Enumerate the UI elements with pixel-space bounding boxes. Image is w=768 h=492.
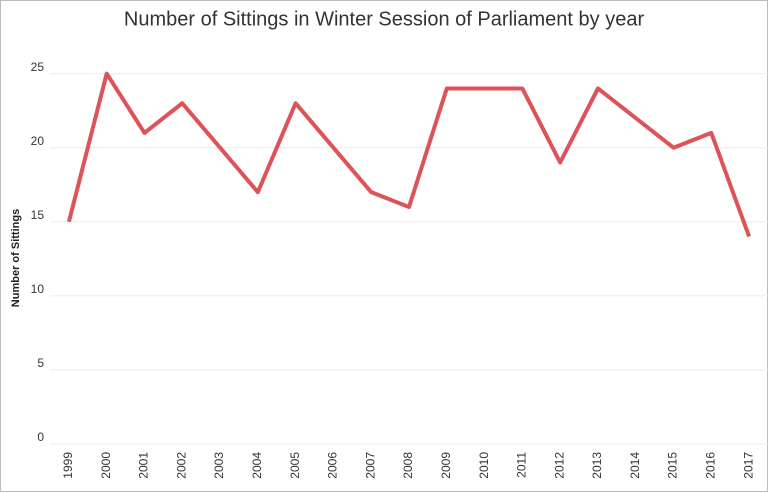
x-tick-label: 2004 <box>250 452 264 479</box>
y-axis-title: Number of Sittings <box>10 209 22 307</box>
x-tick-label: 2008 <box>401 452 415 479</box>
y-tick-label: 25 <box>31 60 45 74</box>
x-tick-label: 2011 <box>515 452 529 478</box>
y-tick-label: 20 <box>31 134 45 148</box>
x-tick-label: 2015 <box>666 452 680 479</box>
x-tick-label: 2017 <box>741 452 755 479</box>
x-tick-label: 2001 <box>137 452 151 479</box>
x-tick-label: 2003 <box>212 452 226 479</box>
y-tick-label: 15 <box>31 208 45 222</box>
y-tick-label: 5 <box>37 356 44 370</box>
data-line <box>66 71 751 238</box>
x-tick-label: 2016 <box>703 452 717 479</box>
x-tick-label: 1999 <box>61 452 75 479</box>
x-tick-label: 2002 <box>174 452 188 479</box>
y-tick-label: 0 <box>37 430 44 444</box>
x-tick-label: 2010 <box>477 452 491 479</box>
x-tick-label: 2014 <box>628 452 642 479</box>
y-tick-label: 10 <box>31 282 45 296</box>
x-tick-label: 2006 <box>326 452 340 479</box>
x-tick-label: 2007 <box>363 452 377 479</box>
x-tick-label: 2000 <box>99 452 113 479</box>
chart-title: Number of Sittings in Winter Session of … <box>124 8 645 30</box>
x-tick-label: 2013 <box>590 452 604 479</box>
x-tick-label: 2009 <box>439 452 453 479</box>
x-tick-label: 2005 <box>288 452 302 479</box>
x-tick-label: 2012 <box>552 452 566 479</box>
